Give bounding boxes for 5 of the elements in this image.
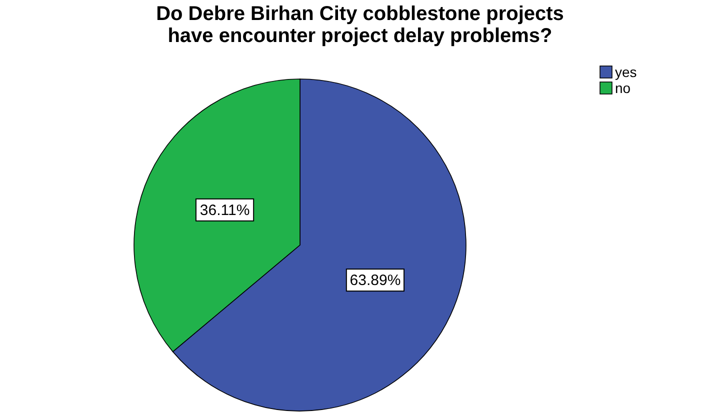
legend-label: no bbox=[615, 80, 631, 96]
data-label: 63.89% bbox=[350, 272, 401, 290]
data-label: 36.11% bbox=[200, 202, 250, 219]
legend-label: yes bbox=[615, 64, 637, 80]
chart-title: Do Debre Birhan City cobblestone projects have encounter project delay problems? bbox=[156, 3, 564, 47]
